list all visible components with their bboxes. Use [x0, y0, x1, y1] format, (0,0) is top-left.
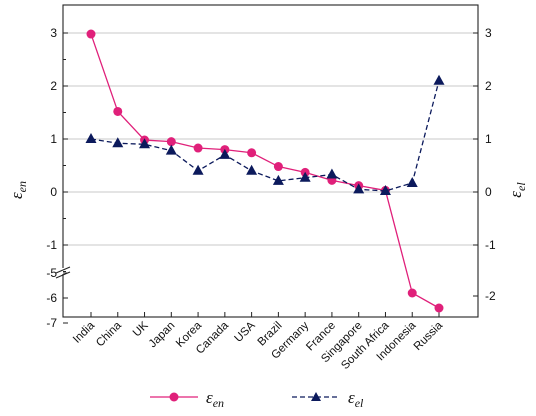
- grid-lines: [63, 32, 478, 246]
- legend: εen εel: [150, 388, 364, 410]
- x-tick-label: USA: [233, 319, 258, 344]
- point-marker: [326, 168, 338, 179]
- y-left-axis-title: εen: [7, 181, 29, 199]
- series-layer: [85, 29, 445, 313]
- y-left-axis: 3 2 1 0 -1 -5 -6 -7: [46, 26, 68, 330]
- point-marker: [193, 143, 203, 153]
- point-marker: [299, 171, 311, 182]
- point-marker: [192, 164, 204, 175]
- point-marker: [434, 303, 444, 313]
- point-marker: [273, 162, 283, 172]
- y-right-tick-label: -1: [485, 238, 496, 252]
- y-left-tick-label: -1: [46, 238, 57, 252]
- y-left-tick-label: 0: [50, 185, 57, 199]
- point-marker: [353, 183, 365, 194]
- point-marker: [407, 288, 417, 298]
- x-tick-label: Russia: [412, 319, 446, 353]
- y-left-tick-label: 1: [50, 132, 57, 146]
- y-right-tick-label: 1: [485, 132, 492, 146]
- series-line: [90, 33, 440, 309]
- series-line: [90, 80, 440, 192]
- series-en: [86, 29, 444, 313]
- y-right-tick-label: 3: [485, 26, 492, 40]
- plot-frame: [62, 4, 479, 318]
- point-marker: [433, 74, 445, 85]
- y-left-tick-label: -5: [46, 266, 57, 280]
- legend-circle-marker: [169, 392, 179, 402]
- y-right-tick-label: 2: [485, 79, 492, 93]
- legend-item-en: εen: [150, 388, 224, 410]
- x-tick-label: India: [71, 319, 98, 346]
- x-tick-label: Japan: [147, 320, 178, 351]
- point-marker: [112, 137, 124, 148]
- y-left-tick-label: 2: [50, 79, 57, 93]
- point-marker: [379, 184, 391, 195]
- point-marker: [272, 174, 284, 185]
- y-left-tick-label: -6: [46, 291, 57, 305]
- y-left-tick-label: -7: [46, 316, 57, 330]
- point-marker: [219, 148, 231, 159]
- point-marker: [86, 29, 96, 39]
- y-right-tick-label: -2: [485, 289, 496, 303]
- y-left-tick-label: 3: [50, 26, 57, 40]
- legend-triangle-marker: [311, 392, 321, 401]
- point-marker: [246, 164, 258, 175]
- y-right-axis-title: εel: [506, 182, 528, 198]
- legend-label-el: εel: [348, 388, 364, 410]
- point-marker: [139, 138, 151, 149]
- x-tick-label: UK: [131, 319, 151, 339]
- point-marker: [85, 133, 97, 143]
- legend-label-en: εen: [206, 388, 224, 410]
- legend-item-el: εel: [292, 388, 364, 410]
- point-marker: [166, 137, 176, 147]
- y-right-tick-label: 0: [485, 185, 492, 199]
- x-tick-label: China: [94, 319, 124, 349]
- y-right-axis: 3 2 1 0 -1 -2: [473, 26, 496, 303]
- point-marker: [406, 176, 418, 187]
- point-marker: [247, 148, 257, 158]
- point-marker: [165, 144, 177, 155]
- series-el: [85, 74, 445, 195]
- point-marker: [113, 106, 123, 116]
